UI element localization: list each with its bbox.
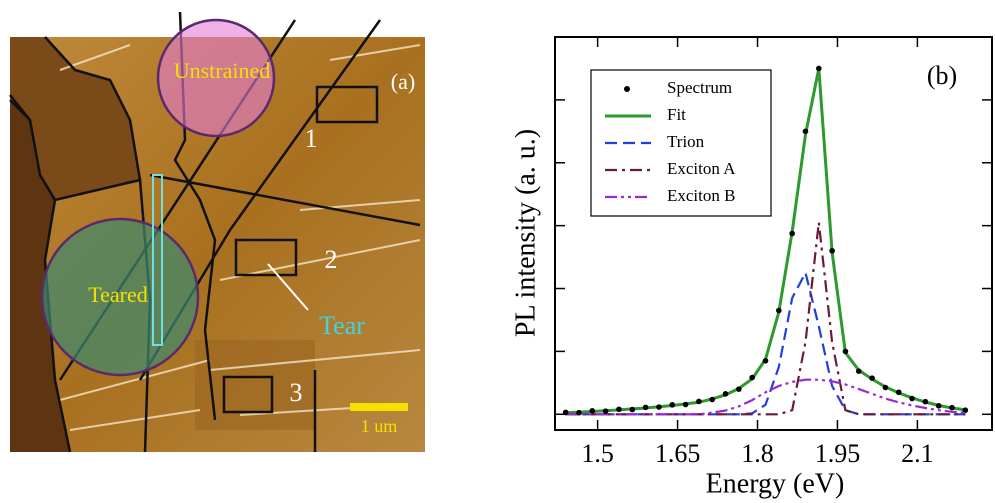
series-line: [565, 378, 966, 416]
data-point: [696, 398, 702, 405]
x-tick-label: 1.95: [815, 439, 861, 468]
data-point: [869, 375, 875, 381]
tear-pointer: [267, 263, 309, 311]
chart: Energy (eV) PL intensity (a. u.) (b): [510, 61, 957, 499]
data-point: [629, 406, 636, 413]
legend-label: Spectrum: [667, 78, 732, 97]
teared-circle: [40, 217, 200, 377]
x-tick-label: 1.65: [655, 439, 701, 468]
data-point: [562, 409, 569, 416]
legend-label: Trion: [667, 132, 705, 151]
panel-label: (b): [927, 61, 957, 90]
data-point: [589, 408, 596, 414]
data-point: [642, 404, 649, 411]
x-axis-title: Energy (eV): [706, 468, 845, 499]
series-line: [565, 269, 966, 416]
data-point: [576, 409, 582, 416]
data-point: [802, 128, 809, 135]
tear-label: Tear: [319, 311, 365, 340]
x-tick-label: 1.5: [581, 439, 614, 468]
y-axis-title: PL intensity (a. u.): [510, 129, 541, 337]
data-point: [656, 404, 662, 410]
legend: Spectrum Fit Trion Exciton A Exciton B: [590, 69, 772, 217]
x-tick-label: 2.1: [901, 439, 934, 468]
box: [234, 238, 298, 277]
region-label: Unstrained: [174, 58, 271, 83]
plot-frame: [554, 36, 993, 431]
data-point: [815, 65, 822, 72]
data-point: [682, 401, 689, 408]
data-point: [895, 389, 902, 396]
data-point: [842, 348, 849, 355]
scale-bar: [350, 403, 408, 411]
x-tick-label: 1.8: [741, 439, 774, 468]
panel-label: (a): [391, 69, 415, 94]
data-point: [789, 230, 795, 237]
box-label: 1: [305, 124, 318, 153]
data-point: [749, 374, 755, 381]
data-point: [602, 408, 609, 414]
data-point: [829, 247, 835, 254]
box: [222, 375, 274, 414]
data-point: [616, 406, 622, 413]
data-point: [882, 384, 889, 391]
data-point: [949, 404, 955, 411]
data-point: [776, 307, 782, 314]
data-point: [962, 407, 969, 413]
legend-label: Exciton A: [667, 159, 736, 178]
data-point: [935, 402, 942, 409]
data-point: [722, 391, 729, 397]
legend-label: Exciton B: [667, 186, 735, 205]
data-point: [669, 402, 676, 408]
box-label: 2: [325, 245, 338, 274]
legend-marker: [624, 86, 630, 92]
tear-outline: [152, 174, 163, 346]
data-point: [909, 395, 915, 402]
data-point: [855, 368, 862, 375]
scale-label: 1 um: [361, 416, 398, 436]
unstrained-circle: [156, 18, 276, 138]
data-point: [736, 386, 742, 392]
legend-label: Fit: [667, 105, 686, 124]
dark-region: [10, 100, 70, 452]
box: [315, 85, 379, 124]
data-point: [922, 398, 929, 405]
region-label: Teared: [88, 282, 148, 307]
scratches: [59, 44, 421, 431]
data-point: [709, 396, 716, 403]
dark-region: [10, 37, 140, 200]
afm-image: Unstrained Teared (a) 1 2 3 Tear 1 um: [9, 11, 425, 453]
legend-box: [590, 69, 772, 217]
series-line: [565, 222, 966, 416]
data-point: [762, 358, 769, 364]
box-label: 3: [290, 378, 303, 407]
